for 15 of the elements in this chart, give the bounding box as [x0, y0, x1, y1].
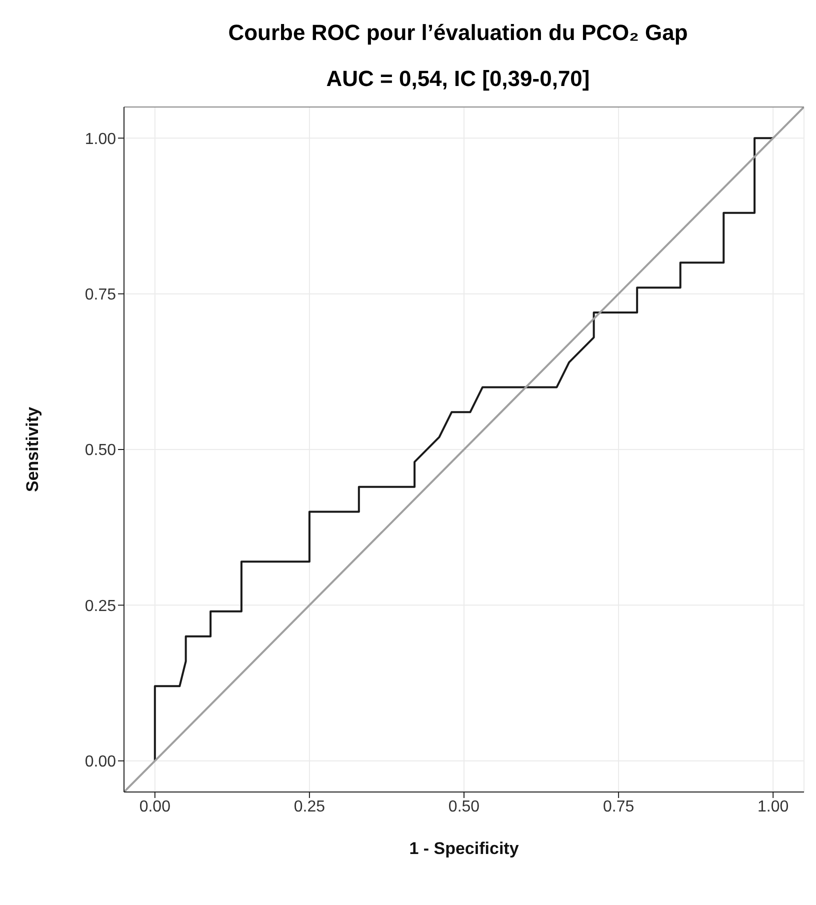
x-tick-label: 0.25 — [294, 798, 326, 816]
line-series — [154, 137, 774, 762]
x-tick-label: 1.00 — [758, 798, 789, 816]
x-tick-label: 0.00 — [139, 798, 171, 816]
y-tick-label: 0.25 — [84, 598, 116, 615]
y-tick-label: 0.00 — [84, 754, 116, 771]
x-axis-title: 1 - Specificity — [409, 839, 520, 858]
chart-title: Courbe ROC pour l’évaluation du PCO₂ Gap — [227, 19, 689, 46]
y-axis-title: Sensitivity — [23, 406, 42, 492]
y-tick-label: 0.50 — [84, 442, 116, 460]
x-tick-label: 0.50 — [448, 798, 480, 816]
x-tick-label: 0.75 — [602, 798, 634, 816]
chart-subtitle: AUC = 0,54, IC [0,39-0,70] — [325, 65, 591, 92]
y-tick-label: 1.00 — [84, 130, 116, 148]
y-tick-label: 0.75 — [84, 286, 116, 304]
